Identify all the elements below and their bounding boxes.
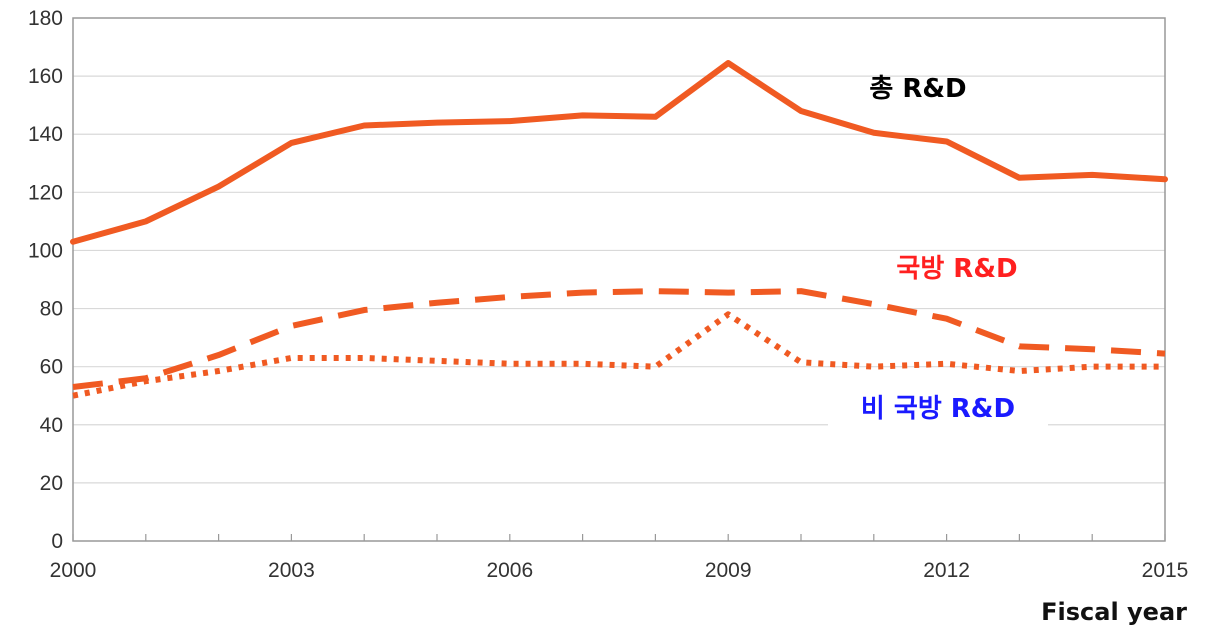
- y-tick-label: 80: [40, 298, 63, 321]
- y-axis-ticks: 0 20 40 60 80 100 120 140 160 180: [28, 7, 63, 553]
- y-tick-label: 0: [51, 530, 63, 553]
- x-tick-label: 2015: [1142, 559, 1189, 582]
- y-tick-label: 180: [28, 7, 63, 30]
- x-tick-label: 2009: [705, 559, 752, 582]
- series-label: 총 R&D: [869, 74, 966, 104]
- series-line-solid: [70, 60, 1168, 245]
- x-tick-label: 2000: [50, 559, 97, 582]
- label-background: [828, 389, 1048, 429]
- y-tick-label: 20: [40, 472, 63, 495]
- y-tick-label: 140: [28, 123, 63, 146]
- y-tick-label: 60: [40, 356, 63, 379]
- y-tick-label: 100: [28, 239, 63, 262]
- x-axis-title: Fiscal year: [1041, 598, 1187, 626]
- series-line-dashed: [72, 288, 1166, 390]
- y-tick-label: 40: [40, 414, 63, 437]
- plot-frame: [72, 17, 1166, 542]
- x-tick-label: 2012: [923, 559, 970, 582]
- x-axis-ticks: 2000 2003 2006 2009 2012 2015: [50, 534, 1189, 582]
- y-tick-label: 120: [28, 181, 63, 204]
- series-labels: 총 R&D 국방 R&D 비 국방 R&D: [828, 74, 1048, 429]
- x-tick-label: 2003: [268, 559, 315, 582]
- series-label: 국방 R&D: [896, 254, 1017, 284]
- series-label: 비 국방 R&D: [861, 394, 1015, 424]
- series-line-dotted: [72, 311, 1165, 399]
- series-lines: [70, 60, 1168, 399]
- y-tick-label: 160: [28, 65, 63, 88]
- x-tick-label: 2006: [486, 559, 533, 582]
